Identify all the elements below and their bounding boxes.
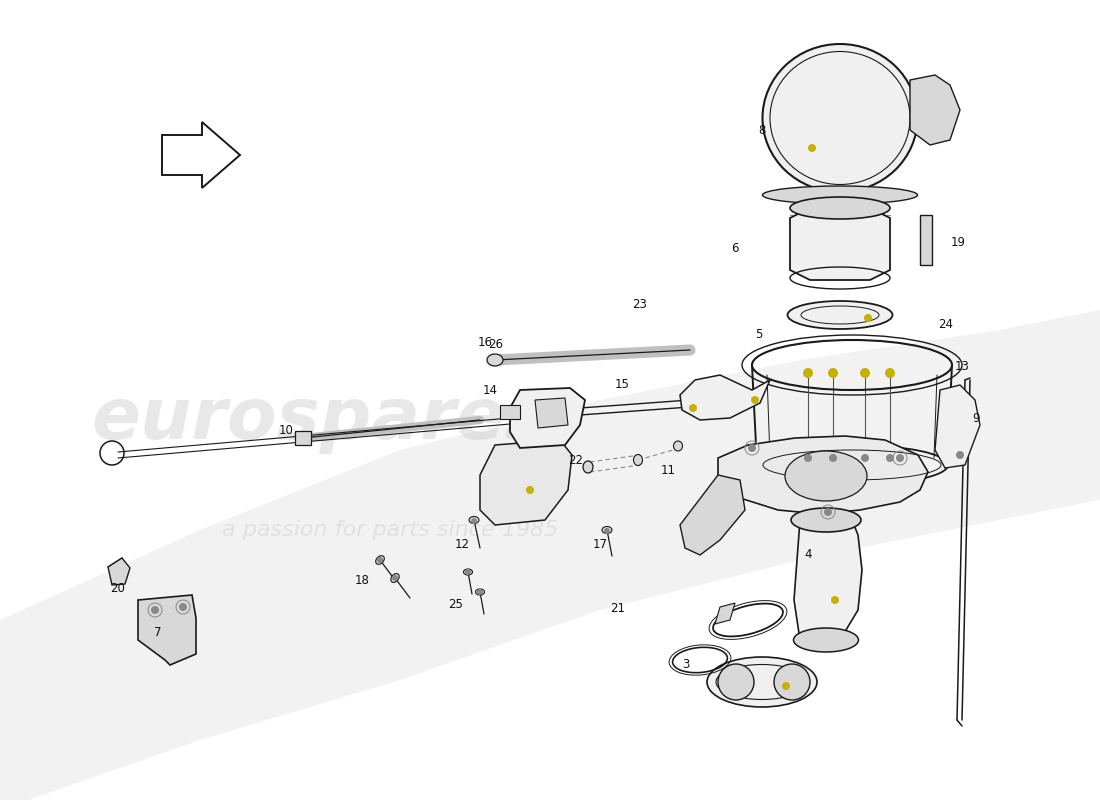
Ellipse shape [793,628,858,652]
Text: 12: 12 [454,538,470,550]
Circle shape [830,596,839,604]
Text: a passion for parts since 1985: a passion for parts since 1985 [222,520,558,540]
Text: 17: 17 [593,538,607,551]
Polygon shape [680,475,745,555]
Ellipse shape [487,354,503,366]
Ellipse shape [634,454,642,466]
PathPatch shape [0,310,1100,800]
Circle shape [782,682,790,690]
Circle shape [471,518,477,524]
Text: 24: 24 [938,318,954,331]
Text: 26: 26 [488,338,504,351]
Text: 9: 9 [972,413,980,426]
Ellipse shape [791,508,861,532]
Text: 8: 8 [758,125,766,138]
Text: 13: 13 [955,361,969,374]
Ellipse shape [390,574,399,582]
Polygon shape [480,440,572,525]
Bar [920,215,932,265]
Circle shape [774,664,810,700]
Text: 23: 23 [632,298,648,311]
Text: 18: 18 [354,574,370,586]
Polygon shape [138,595,196,665]
Circle shape [392,575,398,581]
Ellipse shape [788,301,892,329]
Ellipse shape [790,197,890,219]
Polygon shape [680,375,770,420]
Circle shape [465,569,471,575]
Bar [295,431,311,445]
Circle shape [803,368,813,378]
Ellipse shape [583,461,593,473]
Ellipse shape [475,589,484,595]
Circle shape [886,454,894,462]
Polygon shape [794,520,862,640]
Circle shape [604,528,611,534]
Polygon shape [910,75,960,145]
Text: 14: 14 [483,383,497,397]
Circle shape [808,144,816,152]
Circle shape [689,404,697,412]
Text: 10: 10 [278,423,294,437]
Circle shape [861,454,869,462]
Ellipse shape [762,44,917,192]
Text: 7: 7 [154,626,162,639]
Ellipse shape [469,517,478,523]
Circle shape [151,606,160,614]
Ellipse shape [762,186,917,204]
Polygon shape [510,388,585,448]
Polygon shape [790,208,890,280]
Polygon shape [535,398,568,428]
Polygon shape [715,603,735,624]
Text: 20: 20 [111,582,125,594]
Text: 21: 21 [610,602,626,615]
Circle shape [477,589,483,595]
Text: 22: 22 [569,454,583,466]
Circle shape [718,664,754,700]
Text: 6: 6 [732,242,739,254]
Text: 11: 11 [660,463,675,477]
Ellipse shape [376,556,384,564]
Ellipse shape [463,569,473,575]
Circle shape [860,368,870,378]
Circle shape [751,396,759,404]
Circle shape [377,557,383,563]
Text: 5: 5 [756,327,762,341]
Circle shape [829,454,837,462]
Polygon shape [108,558,130,585]
Circle shape [886,368,895,378]
Circle shape [748,444,756,452]
Text: 25: 25 [449,598,463,610]
Ellipse shape [602,526,612,534]
Text: 4: 4 [804,547,812,561]
Circle shape [828,368,838,378]
Ellipse shape [707,657,817,707]
Circle shape [896,454,904,462]
Circle shape [864,314,872,322]
Circle shape [824,508,832,516]
Text: 3: 3 [682,658,690,670]
Polygon shape [718,436,928,514]
Circle shape [804,454,812,462]
Circle shape [179,603,187,611]
Ellipse shape [785,451,867,501]
Text: 15: 15 [615,378,629,391]
Text: 16: 16 [477,337,493,350]
Polygon shape [935,385,980,468]
Text: eurospares: eurospares [91,386,549,454]
Text: 19: 19 [950,237,966,250]
Bar [500,405,520,419]
Ellipse shape [673,441,682,451]
Circle shape [956,451,964,459]
Circle shape [526,486,534,494]
